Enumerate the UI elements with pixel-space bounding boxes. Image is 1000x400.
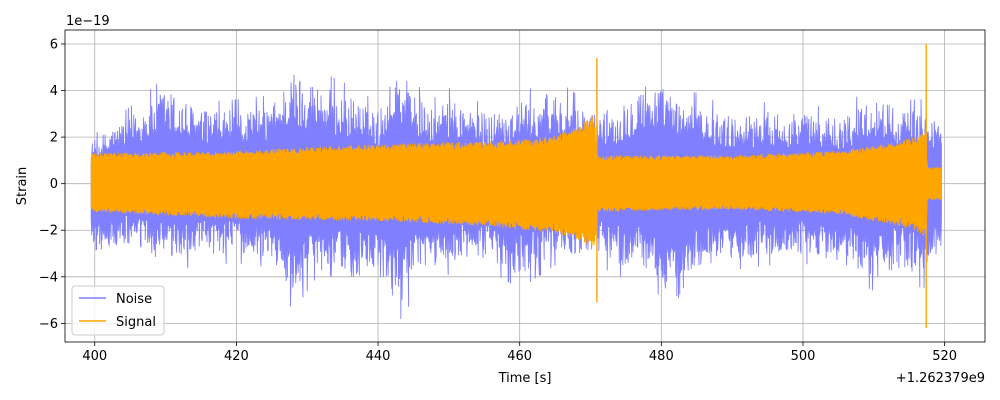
y-tick-label: 4 xyxy=(50,84,58,99)
x-tick-label: 440 xyxy=(366,349,391,364)
x-tick-label: 420 xyxy=(224,349,249,364)
series-signal-line xyxy=(90,116,942,246)
x-tick-label: 480 xyxy=(649,349,674,364)
y-tick-label: 2 xyxy=(50,131,58,146)
x-tick-label: 500 xyxy=(791,349,816,364)
series-layer xyxy=(90,43,942,329)
x-tick-label: 460 xyxy=(507,349,532,364)
plot-frame xyxy=(64,29,986,343)
x-offset-label: +1.262379e9 xyxy=(896,371,985,386)
x-axis-label: Time [s] xyxy=(498,371,552,386)
y-axis-ticks: −6 −4 −2 0 2 4 6 xyxy=(39,37,65,332)
y-tick-label: −6 xyxy=(39,317,58,332)
legend: Noise Signal xyxy=(71,285,165,336)
y-tick-label: −2 xyxy=(39,224,58,239)
y-tick-label: −4 xyxy=(39,270,58,285)
legend-label-signal: Signal xyxy=(116,315,156,330)
y-tick-label: 0 xyxy=(50,177,58,192)
x-tick-label: 520 xyxy=(932,349,957,364)
x-tick-label: 400 xyxy=(82,349,107,364)
y-scale-label: 1e−19 xyxy=(66,14,110,29)
y-axis-label: Strain xyxy=(15,167,30,206)
x-axis-ticks: 400 420 440 460 480 500 520 xyxy=(82,342,957,364)
y-tick-label: 6 xyxy=(50,37,58,52)
legend-label-noise: Noise xyxy=(116,292,152,307)
